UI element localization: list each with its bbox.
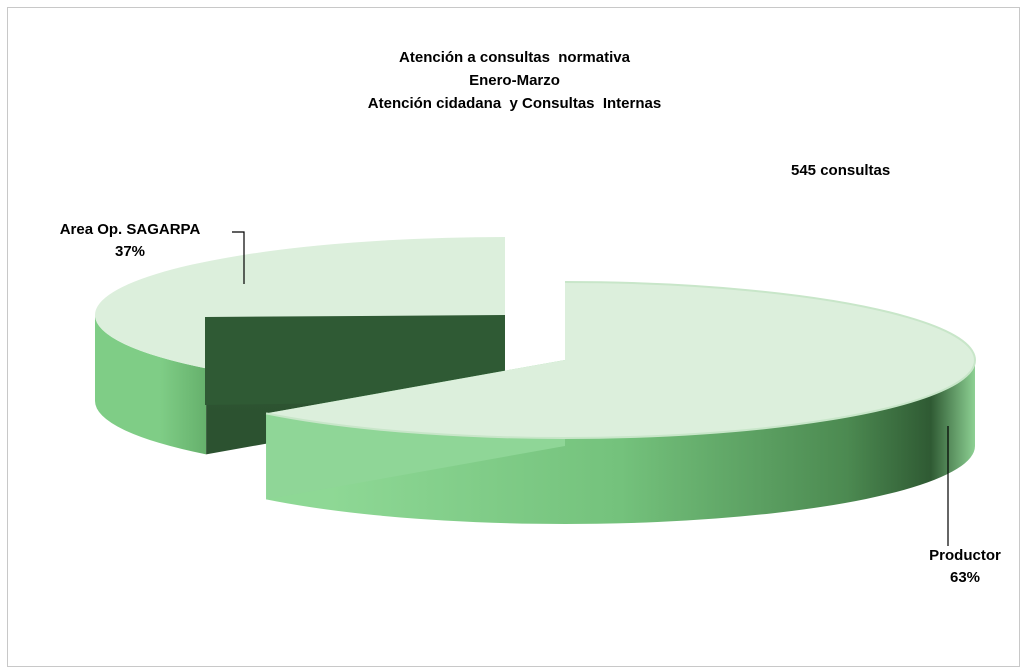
- slice-sagarpa-side: [95, 315, 207, 455]
- chart-title-line-3: Atención cidadana y Consultas Internas: [367, 95, 662, 112]
- slice-label-sagarpa-name: Area Op. SAGARPA: [59, 221, 201, 238]
- slice-label-productor-name: Productor: [929, 547, 1001, 564]
- slice-label-sagarpa: Area Op. SAGARPA 37%: [30, 219, 230, 263]
- slice-sagarpa-top: [95, 237, 505, 369]
- pie-slices-group: [95, 237, 976, 524]
- slice-productor-side: [266, 360, 976, 524]
- total-consultas-annotation: 545 consultas: [791, 162, 891, 179]
- chart-title-line-2: Enero-Marzo: [469, 72, 560, 89]
- slice-sagarpa-front-face: [205, 315, 505, 405]
- slice-productor-rim: [265, 281, 976, 439]
- slice-label-sagarpa-percent: 37%: [114, 243, 146, 260]
- slice-productor-top: [266, 282, 975, 438]
- chart-title-line-1: Atención a consultas normativa: [399, 49, 630, 66]
- leader-lines-group: [232, 231, 949, 546]
- chart-title: Atención a consultas normativa Enero-Mar…: [8, 46, 1021, 115]
- slice-label-productor: Productor 63%: [910, 545, 1020, 589]
- leader-line-sagarpa: [232, 231, 245, 284]
- slice-label-productor-percent: 63%: [949, 569, 981, 586]
